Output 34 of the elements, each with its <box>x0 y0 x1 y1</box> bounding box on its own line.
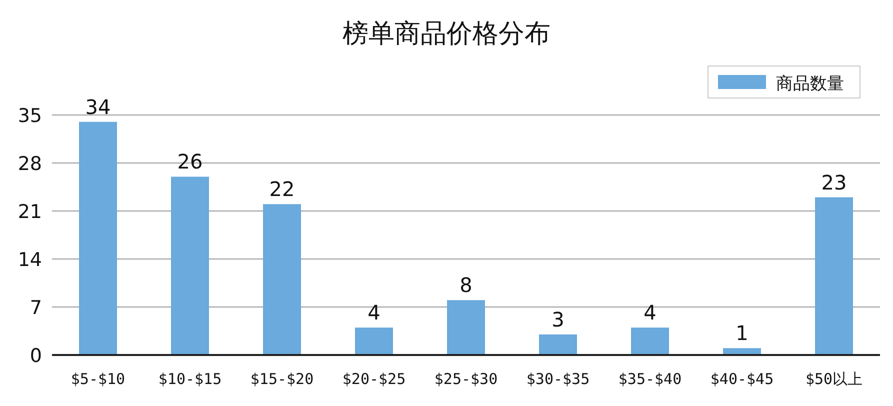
bar <box>79 122 117 355</box>
bar <box>263 204 301 355</box>
y-tick-label: 0 <box>30 345 42 367</box>
bar <box>631 328 669 355</box>
chart-title: 榜单商品价格分布 <box>342 19 550 49</box>
x-tick-label: $50以上 <box>805 370 863 388</box>
bar <box>447 300 485 355</box>
data-label: 34 <box>85 94 111 119</box>
data-label: 4 <box>644 300 656 325</box>
y-tick-label: 7 <box>30 297 42 319</box>
x-tick-label: $20-$25 <box>342 370 406 388</box>
data-label: 26 <box>177 150 203 174</box>
data-label: 4 <box>368 300 380 325</box>
y-tick-label: 14 <box>18 249 42 271</box>
x-tick-label: $30-$35 <box>526 370 590 388</box>
bar <box>171 176 209 355</box>
y-tick-label: 21 <box>18 201 42 223</box>
data-label: 23 <box>821 170 847 194</box>
x-tick-label: $35-$40 <box>618 370 682 388</box>
x-tick-label: $10-$15 <box>158 370 222 388</box>
x-tick-label: $25-$30 <box>434 370 498 388</box>
y-tick-label: 35 <box>18 105 42 127</box>
x-tick-label: $5-$10 <box>70 370 126 388</box>
data-label: 1 <box>736 321 748 346</box>
legend-label: 商品数量 <box>776 74 844 94</box>
bar <box>539 334 577 355</box>
data-label: 8 <box>460 273 472 298</box>
data-label: 3 <box>552 307 564 332</box>
bar <box>355 328 393 355</box>
x-tick-label: $15-$20 <box>250 370 314 388</box>
data-label: 22 <box>269 177 295 202</box>
x-tick-label: $40-$45 <box>710 370 774 388</box>
bar <box>815 197 853 355</box>
y-tick-label: 28 <box>18 153 42 175</box>
